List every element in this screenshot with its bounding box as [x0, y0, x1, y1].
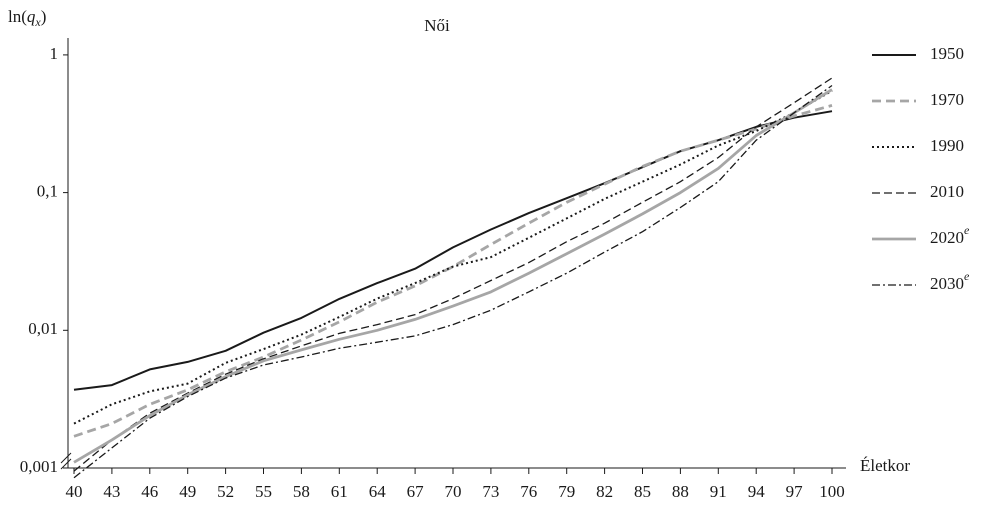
legend-label: 1950 [930, 44, 964, 63]
series-line [73, 88, 833, 464]
y-axis-label: ln(qx) [8, 7, 46, 29]
x-tick-label: 46 [141, 482, 158, 501]
x-axis-label: Életkor [860, 456, 910, 475]
x-tick-label: 97 [786, 482, 804, 501]
y-label-var: q [27, 7, 36, 26]
x-tick-label: 100 [819, 482, 845, 501]
x-tick-label: 52 [217, 482, 234, 501]
x-tick-label: 91 [710, 482, 727, 501]
x-tick-label: 73 [482, 482, 499, 501]
x-tick-label: 70 [445, 482, 462, 501]
x-tick-label: 88 [672, 482, 689, 501]
legend-name: 1950 [930, 44, 964, 63]
x-tick-label: 76 [520, 482, 537, 501]
y-label-prefix: ln( [8, 7, 27, 26]
chart-title: Női [424, 16, 450, 35]
y-tick-label: 1 [50, 44, 59, 63]
y-tick-label: 0,001 [20, 457, 58, 476]
y-label-suffix: ) [41, 7, 47, 26]
series-line [73, 77, 833, 472]
x-tick-label: 55 [255, 482, 272, 501]
legend-label: 2030e [930, 269, 970, 293]
x-tick-label: 49 [179, 482, 196, 501]
x-tick-label: 64 [369, 482, 387, 501]
legend-sup: e [964, 223, 970, 237]
y-label-sub: x [34, 15, 41, 29]
legend-name: 2020 [930, 228, 964, 247]
x-tick-label: 61 [331, 482, 348, 501]
series-line [73, 110, 833, 391]
legend-name: 1970 [930, 90, 964, 109]
y-tick-label: 0,01 [28, 319, 58, 338]
legend-sup: e [964, 269, 970, 283]
legend-name: 2030 [930, 274, 964, 293]
legend-name: 2010 [930, 182, 964, 201]
x-tick-label: 43 [103, 482, 120, 501]
x-tick-label: 40 [66, 482, 83, 501]
x-tick-label: 82 [596, 482, 613, 501]
x-tick-label: 85 [634, 482, 651, 501]
x-tick-label: 79 [558, 482, 575, 501]
x-tick-label: 94 [748, 482, 766, 501]
axis-break [60, 452, 72, 470]
legend-label: 2010 [930, 182, 964, 201]
series-line [73, 89, 833, 425]
legend-name: 1990 [930, 136, 964, 155]
series-line [73, 84, 833, 479]
legend-label: 1970 [930, 90, 964, 109]
legend-label: 1990 [930, 136, 964, 155]
x-tick-label: 67 [407, 482, 425, 501]
x-tick-label: 58 [293, 482, 310, 501]
legend-label: 2020e [930, 223, 970, 247]
y-tick-label: 0,1 [37, 182, 58, 201]
series-line [73, 104, 833, 438]
